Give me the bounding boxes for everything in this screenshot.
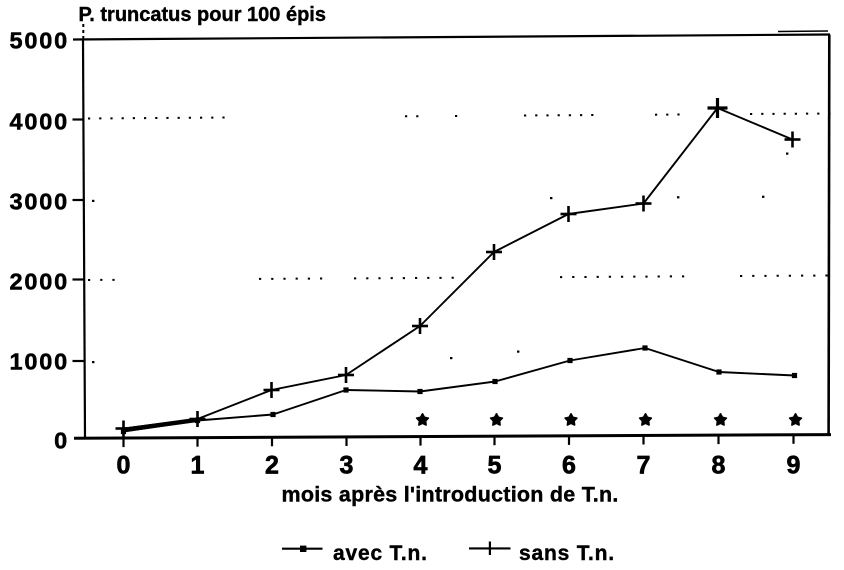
svg-text:0: 0: [117, 452, 131, 480]
svg-text:2000: 2000: [10, 269, 69, 295]
svg-text:6: 6: [562, 452, 576, 480]
svg-text:mois après l'introduction de T: mois après l'introduction de T.n.: [281, 483, 618, 507]
svg-text:9: 9: [787, 452, 801, 480]
svg-text:4: 4: [414, 452, 428, 480]
svg-text:2: 2: [265, 452, 279, 480]
svg-text:1: 1: [191, 452, 205, 480]
svg-text:0: 0: [54, 427, 69, 453]
svg-text:3000: 3000: [10, 189, 69, 215]
svg-text:5000: 5000: [10, 27, 69, 53]
svg-text:7: 7: [637, 452, 651, 480]
svg-text:8: 8: [712, 452, 726, 480]
svg-text:5: 5: [488, 452, 502, 480]
svg-text:3: 3: [340, 452, 354, 480]
svg-text:avec T.n.: avec T.n.: [333, 542, 428, 565]
svg-text:P. truncatus pour 100 épis: P. truncatus pour 100 épis: [79, 4, 327, 26]
svg-text:1000: 1000: [10, 349, 69, 375]
svg-text:sans T.n.: sans T.n.: [519, 542, 615, 565]
svg-text:4000: 4000: [10, 109, 69, 135]
